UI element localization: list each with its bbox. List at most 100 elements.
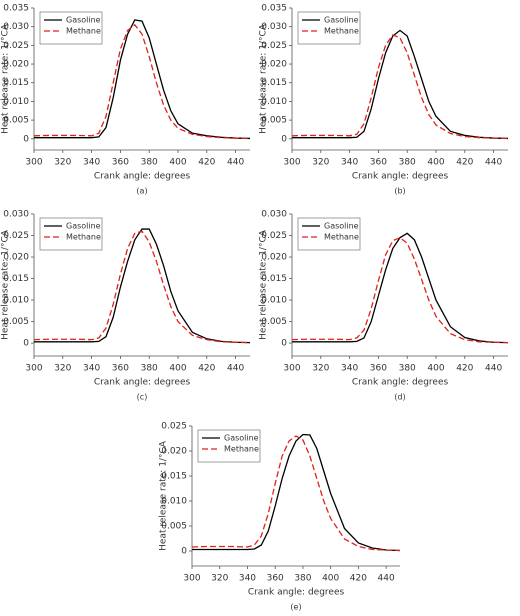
legend-label: Methane bbox=[324, 233, 359, 242]
series-line bbox=[192, 433, 401, 552]
x-tick-label: 380 bbox=[294, 574, 311, 584]
y-tick-label: 0.035 bbox=[261, 4, 287, 14]
y-axis-label: Heat release rate: 1/°CA bbox=[1, 23, 11, 134]
caption: (d) bbox=[394, 393, 405, 402]
y-tick-label: 0.015 bbox=[261, 78, 287, 88]
x-tick-label: 420 bbox=[456, 364, 473, 374]
y-tick-label: 0.025 bbox=[261, 41, 287, 51]
x-tick-label: 340 bbox=[239, 574, 256, 584]
y-tick-label: 0.025 bbox=[3, 41, 29, 51]
y-tick-label: 0.005 bbox=[261, 116, 287, 126]
y-tick-label: 0.005 bbox=[3, 317, 29, 327]
y-tick-label: 0.035 bbox=[3, 4, 29, 14]
x-tick-label: 320 bbox=[312, 364, 329, 374]
x-tick-label: 400 bbox=[427, 364, 444, 374]
legend-label: Methane bbox=[66, 233, 101, 242]
y-tick-label: 0.015 bbox=[3, 274, 29, 284]
caption: (a) bbox=[136, 187, 147, 196]
legend-box bbox=[297, 11, 361, 45]
y-axis-label: Heat release rate: 1/°CA bbox=[259, 23, 269, 134]
x-tick-label: 400 bbox=[169, 364, 186, 374]
y-tick-label: 0.010 bbox=[261, 97, 287, 107]
y-tick-label: 0.030 bbox=[261, 22, 287, 32]
caption: (c) bbox=[137, 393, 148, 402]
x-tick-label: 440 bbox=[485, 364, 502, 374]
x-tick-label: 320 bbox=[211, 574, 228, 584]
y-tick-label: 0 bbox=[281, 339, 287, 349]
series-line bbox=[292, 232, 509, 344]
y-tick-label: 0.015 bbox=[3, 78, 29, 88]
y-tick-label: 0.030 bbox=[261, 210, 287, 220]
y-tick-label: 0.025 bbox=[261, 231, 287, 241]
y-tick-label: 0.020 bbox=[161, 447, 187, 457]
x-tick-label: 320 bbox=[54, 158, 71, 168]
legend-label: Methane bbox=[66, 27, 101, 36]
y-tick-label: 0.010 bbox=[3, 296, 29, 306]
y-tick-label: 0.025 bbox=[3, 231, 29, 241]
x-axis-label: Crank angle: degrees bbox=[352, 378, 449, 388]
y-tick-label: 0 bbox=[181, 547, 187, 557]
x-axis-label: Crank angle: degrees bbox=[94, 172, 191, 182]
x-tick-label: 380 bbox=[141, 364, 158, 374]
legend-box bbox=[197, 429, 261, 463]
caption: (b) bbox=[394, 187, 405, 196]
x-tick-label: 360 bbox=[370, 158, 387, 168]
x-tick-label: 340 bbox=[341, 364, 358, 374]
y-tick-label: 0 bbox=[281, 134, 287, 144]
legend-label: Gasoline bbox=[224, 434, 259, 443]
x-tick-label: 340 bbox=[83, 158, 100, 168]
x-tick-label: 340 bbox=[83, 364, 100, 374]
y-tick-label: 0.015 bbox=[161, 472, 187, 482]
x-tick-label: 300 bbox=[183, 574, 200, 584]
series-line bbox=[191, 435, 401, 552]
x-tick-label: 420 bbox=[198, 158, 215, 168]
x-tick-label: 360 bbox=[370, 364, 387, 374]
y-tick-label: 0.030 bbox=[3, 210, 29, 220]
x-tick-label: 380 bbox=[399, 364, 416, 374]
y-tick-label: 0.005 bbox=[161, 522, 187, 532]
legend-box bbox=[297, 217, 361, 251]
series-line bbox=[33, 230, 251, 344]
x-tick-label: 440 bbox=[378, 574, 395, 584]
y-tick-label: 0.010 bbox=[3, 97, 29, 107]
x-tick-label: 300 bbox=[283, 364, 300, 374]
x-tick-label: 360 bbox=[112, 364, 129, 374]
legend-label: Gasoline bbox=[324, 16, 359, 25]
x-axis-label: Crank angle: degrees bbox=[352, 172, 449, 182]
series-line bbox=[291, 34, 509, 140]
legend-label: Methane bbox=[324, 27, 359, 36]
x-tick-label: 300 bbox=[283, 158, 300, 168]
y-tick-label: 0 bbox=[23, 134, 29, 144]
y-tick-label: 0.020 bbox=[3, 60, 29, 70]
legend-box bbox=[39, 11, 103, 45]
x-tick-label: 400 bbox=[322, 574, 339, 584]
x-tick-label: 440 bbox=[227, 364, 244, 374]
y-tick-label: 0.030 bbox=[3, 22, 29, 32]
x-tick-label: 420 bbox=[456, 158, 473, 168]
x-tick-label: 320 bbox=[54, 364, 71, 374]
x-axis-label: Crank angle: degrees bbox=[94, 378, 191, 388]
series-line bbox=[34, 228, 251, 344]
x-tick-label: 300 bbox=[25, 364, 42, 374]
y-tick-label: 0 bbox=[23, 339, 29, 349]
x-tick-label: 440 bbox=[485, 158, 502, 168]
y-tick-label: 0.010 bbox=[161, 497, 187, 507]
y-tick-label: 0.020 bbox=[261, 253, 287, 263]
legend-box bbox=[39, 217, 103, 251]
x-tick-label: 320 bbox=[312, 158, 329, 168]
x-tick-label: 400 bbox=[169, 158, 186, 168]
y-tick-label: 0.010 bbox=[261, 296, 287, 306]
x-tick-label: 360 bbox=[267, 574, 284, 584]
y-tick-label: 0.020 bbox=[3, 253, 29, 263]
x-tick-label: 300 bbox=[25, 158, 42, 168]
x-tick-label: 400 bbox=[427, 158, 444, 168]
x-tick-label: 360 bbox=[112, 158, 129, 168]
y-tick-label: 0.025 bbox=[161, 422, 187, 432]
x-tick-label: 440 bbox=[227, 158, 244, 168]
series-line bbox=[33, 23, 251, 140]
y-tick-label: 0.020 bbox=[261, 60, 287, 70]
series-line bbox=[292, 29, 509, 140]
y-axis-label: Heat release rate: 1/°CA bbox=[159, 440, 169, 551]
x-tick-label: 420 bbox=[198, 364, 215, 374]
